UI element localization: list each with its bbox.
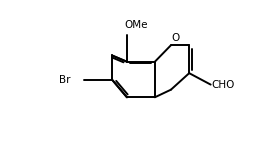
Text: O: O <box>171 33 179 43</box>
Text: CHO: CHO <box>212 80 235 90</box>
Text: Br: Br <box>59 75 70 84</box>
Text: OMe: OMe <box>125 20 148 30</box>
